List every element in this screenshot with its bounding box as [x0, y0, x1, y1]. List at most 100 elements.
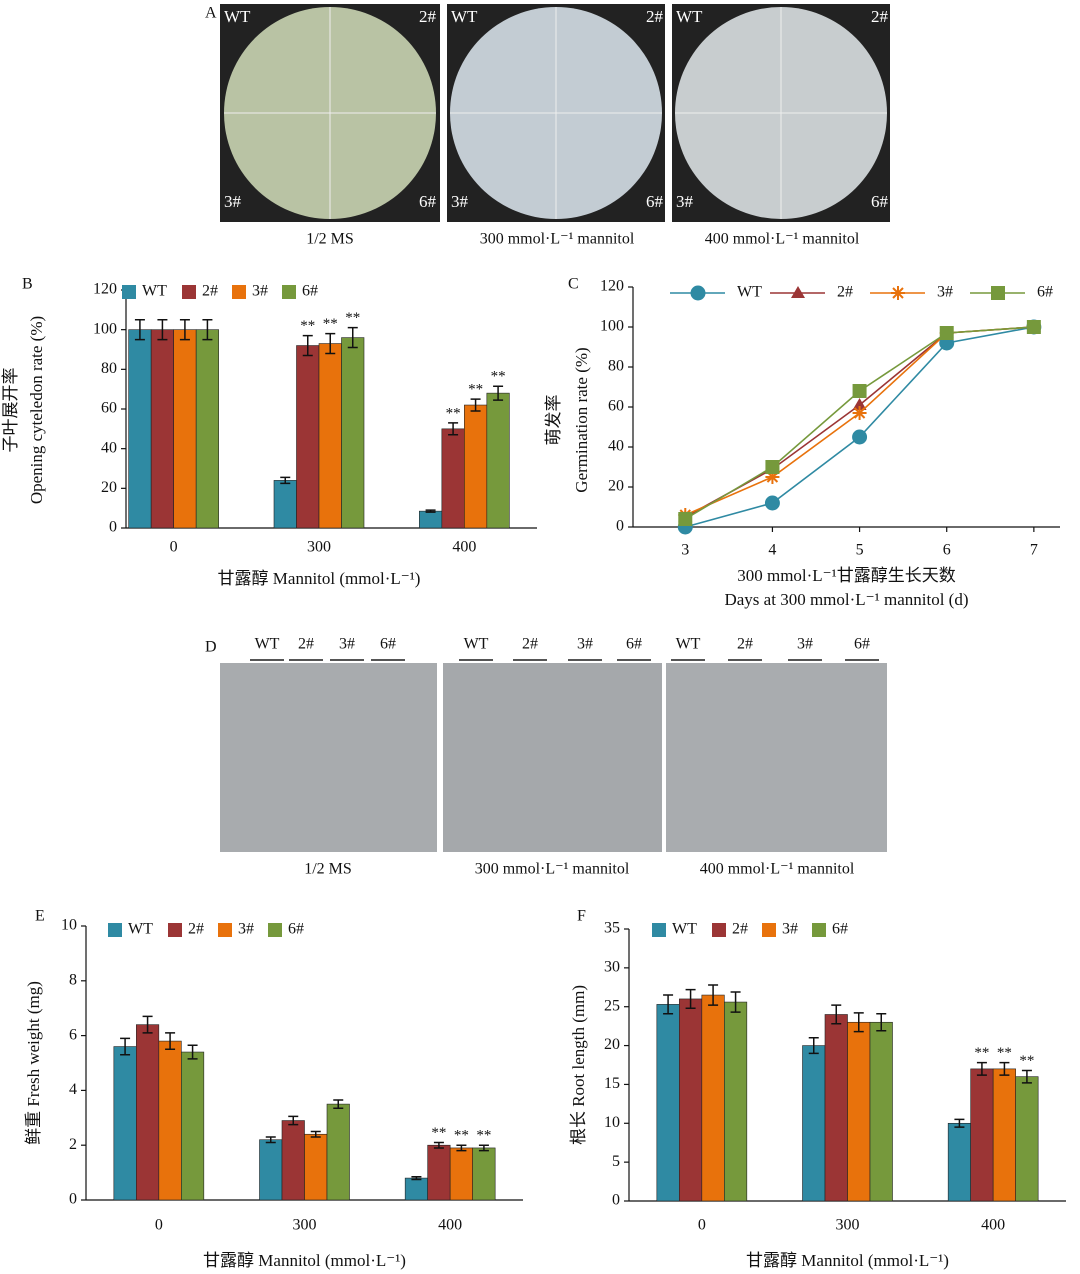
error-bar [493, 385, 504, 401]
error-bar [456, 1144, 467, 1152]
error-bar [685, 988, 696, 1010]
legend-swatch [218, 923, 232, 937]
line [684, 326, 1034, 520]
y-axis-label: 根长 Root length (mm) [569, 985, 588, 1145]
error-bar [954, 1118, 965, 1128]
plate-label: 3# [451, 192, 469, 211]
error-bar [808, 1037, 819, 1055]
y-tick-label: 60 [101, 400, 117, 417]
x-tick-label: 4 [768, 542, 776, 559]
seedling-photo [666, 663, 887, 852]
bar [296, 345, 320, 529]
legend-swatch [122, 285, 136, 299]
error-bar [976, 1061, 987, 1076]
bar [441, 428, 465, 529]
caption: 300 mmol·L⁻¹ mannitol [480, 231, 635, 248]
error-bar [730, 991, 741, 1013]
plate-label: 6# [871, 192, 889, 211]
legend-label: 3# [238, 921, 254, 938]
y-tick-label: 20 [608, 478, 624, 495]
legend-swatch [232, 285, 246, 299]
error-bar [853, 1012, 864, 1033]
x-tick-label: 400 [452, 539, 476, 556]
lane-label: 2# [737, 636, 753, 653]
y-tick-label: 20 [604, 1036, 620, 1053]
x-tick-label: 7 [1030, 542, 1038, 559]
legend-swatch [812, 923, 826, 937]
bar [427, 1144, 451, 1201]
error-bar [120, 1037, 131, 1056]
marker [852, 406, 867, 420]
error-bar [708, 984, 719, 1006]
error-bar [157, 319, 168, 341]
y-tick-label: 25 [604, 997, 620, 1014]
significance-label: ** [345, 310, 360, 326]
error-bar [876, 1012, 887, 1032]
plate-divider [224, 7, 887, 219]
panel-letter: D [205, 639, 217, 656]
error-bar [448, 422, 459, 436]
y-axis-label: 鲜重 Fresh weight (mg) [24, 981, 43, 1145]
legend-label: 6# [288, 921, 304, 938]
error-bar [1021, 1069, 1032, 1084]
bar [150, 329, 174, 529]
panel-letter: E [35, 908, 45, 925]
lane-label: 3# [339, 636, 355, 653]
significance-label: ** [1019, 1053, 1034, 1069]
y-axis-label: 子叶展开率 [1, 368, 20, 453]
bar [824, 1014, 848, 1202]
significance-label: ** [431, 1125, 446, 1141]
x-tick-label: 6 [943, 542, 951, 559]
error-bar [265, 1136, 276, 1144]
caption: 400 mmol·L⁻¹ mannitol [705, 231, 860, 248]
bar [449, 1147, 473, 1201]
x-tick-label: 3 [681, 542, 689, 559]
legend-label: WT [737, 284, 762, 301]
marker [1026, 320, 1041, 334]
error-bar [411, 1175, 422, 1181]
x-axis-label: 甘露醇 Mannitol (mmol·L⁻¹) [218, 569, 421, 588]
marker [939, 326, 954, 340]
bar [281, 1120, 305, 1201]
plate-label: 2# [419, 7, 437, 26]
bar [802, 1045, 826, 1202]
y-tick-label: 10 [61, 917, 77, 934]
bar [464, 404, 488, 529]
bar [113, 1046, 137, 1201]
significance-label: ** [491, 369, 506, 385]
marker [678, 512, 693, 526]
bar [947, 1122, 971, 1202]
legend-swatch [168, 923, 182, 937]
y-tick-label: 30 [604, 959, 620, 976]
legend-marker [690, 285, 706, 301]
legend-label: 2# [732, 921, 748, 938]
y-axis-label: Opening cyteledon rate (%) [27, 316, 46, 504]
x-tick-label: 5 [856, 542, 864, 559]
seedling-photo [443, 663, 662, 852]
bar [136, 1024, 160, 1201]
bar [679, 998, 703, 1202]
y-tick-label: 35 [604, 920, 620, 937]
plate-label: 2# [646, 7, 664, 26]
bar [304, 1133, 328, 1201]
legend-label: 6# [1037, 284, 1053, 301]
legend-label: 2# [188, 921, 204, 938]
bar [181, 1051, 205, 1201]
legend-label: 3# [252, 283, 268, 300]
y-tick-label: 2 [69, 1136, 77, 1153]
marker [852, 429, 868, 445]
x-tick-label: 300 [836, 1217, 860, 1234]
panel-d-photos [220, 663, 887, 852]
panel-letter: F [577, 908, 586, 925]
y-tick-label: 6 [69, 1026, 77, 1043]
bar [486, 392, 510, 529]
error-bar [478, 1144, 489, 1152]
error-bar [347, 326, 358, 349]
plate-label: 3# [224, 192, 242, 211]
caption: 300 mmol·L⁻¹ mannitol [475, 861, 630, 878]
lane-label: 3# [577, 636, 593, 653]
panel-letter: B [22, 276, 33, 293]
legend-label: 2# [837, 284, 853, 301]
bar [195, 329, 219, 529]
significance-label: ** [974, 1045, 989, 1061]
